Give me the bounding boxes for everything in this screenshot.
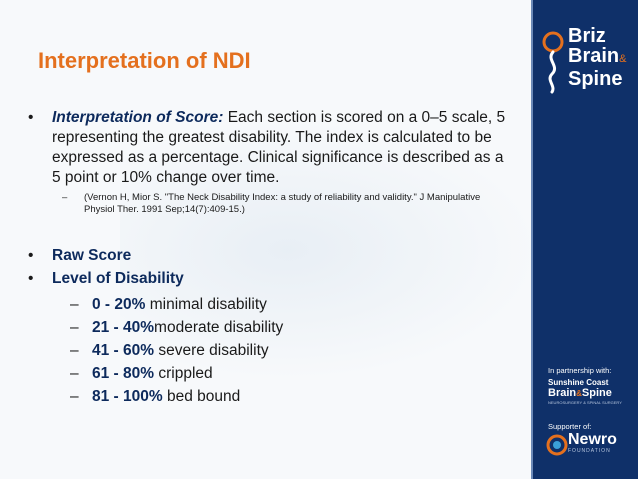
logo-brain: Brain — [568, 45, 620, 67]
interpretation-bullet: • Interpretation of Score: Each section … — [26, 108, 516, 188]
partner-amp: & — [576, 389, 582, 398]
level-desc: severe disability — [154, 342, 269, 359]
partner-brain: Brain — [548, 387, 577, 399]
reference-text: (Vernon H, Mior S. "The Neck Disability … — [84, 192, 481, 215]
bullet-dot: • — [28, 247, 34, 264]
level-desc: crippled — [154, 365, 213, 382]
background-swoosh — [120, 120, 540, 380]
level-item: – 0 - 20% minimal disability — [26, 293, 516, 316]
spine-logo-icon — [542, 31, 564, 94]
raw-score-label: Raw Score — [52, 247, 132, 264]
newro-name: Newro — [568, 431, 617, 448]
level-dash: – — [70, 342, 79, 359]
slide-title: Interpretation of NDI — [38, 48, 251, 73]
level-range: 81 - 100% — [92, 388, 163, 405]
bullet-dot: • — [28, 270, 34, 287]
level-desc: minimal disability — [145, 296, 267, 313]
level-item: – 81 - 100% bed bound — [26, 385, 516, 408]
logo-line-2: Brain& — [568, 46, 626, 69]
partner-label: In partnership with: — [548, 366, 612, 375]
level-desc: bed bound — [162, 388, 241, 405]
level-desc: moderate disability — [154, 319, 284, 336]
newro-sub: FOUNDATION — [568, 448, 611, 454]
level-dash: – — [70, 319, 79, 336]
bullet-dot: • — [28, 109, 34, 126]
reference-item: – (Vernon H, Mior S. "The Neck Disabilit… — [26, 192, 504, 216]
level-dash: – — [70, 296, 79, 313]
level-range: 61 - 80% — [92, 365, 155, 382]
level-bullet: • Level of Disability — [26, 269, 516, 289]
partner-spine: Spine — [581, 387, 612, 399]
partner-line-1: Sunshine Coast — [548, 378, 609, 387]
newro-logo-icon — [546, 434, 568, 456]
partner-logo: Sunshine Coast Brain&Spine NEUROSURGERY … — [548, 378, 628, 408]
interpretation-label: Interpretation of Score: — [52, 109, 224, 126]
disability-levels-list: – 0 - 20% minimal disability – 21 - 40%m… — [26, 293, 516, 408]
level-range: 41 - 60% — [92, 342, 155, 359]
level-item: – 41 - 60% severe disability — [26, 339, 516, 362]
partner-line-3: NEUROSURGERY & SPINAL SURGERY — [548, 400, 622, 405]
supporter-label: Supporter of: — [548, 422, 592, 431]
logo-amp: & — [619, 53, 627, 65]
slide-content: • Interpretation of Score: Each section … — [26, 108, 516, 408]
logo-line-1: Briz — [568, 25, 606, 47]
level-range: 21 - 40% — [92, 319, 155, 336]
brand-logo-text: Briz Brain& Spine — [568, 26, 626, 89]
level-dash: – — [70, 388, 79, 405]
partner-line-2: Brain&Spine — [548, 387, 628, 400]
sidebar-divider — [531, 0, 533, 479]
ref-dash: – — [62, 192, 68, 203]
level-range: 0 - 20% — [92, 296, 146, 313]
level-label: Level of Disability — [52, 270, 184, 287]
interpretation-text: Each section is scored on a 0–5 scale, 5… — [52, 109, 506, 186]
newro-logo-text: Newro FOUNDATION — [568, 431, 617, 455]
raw-score-bullet: • Raw Score — [26, 246, 516, 266]
logo-line-3: Spine — [568, 68, 623, 90]
level-item: – 21 - 40%moderate disability — [26, 316, 516, 339]
level-dash: – — [70, 365, 79, 382]
level-item: – 61 - 80% crippled — [26, 362, 516, 385]
